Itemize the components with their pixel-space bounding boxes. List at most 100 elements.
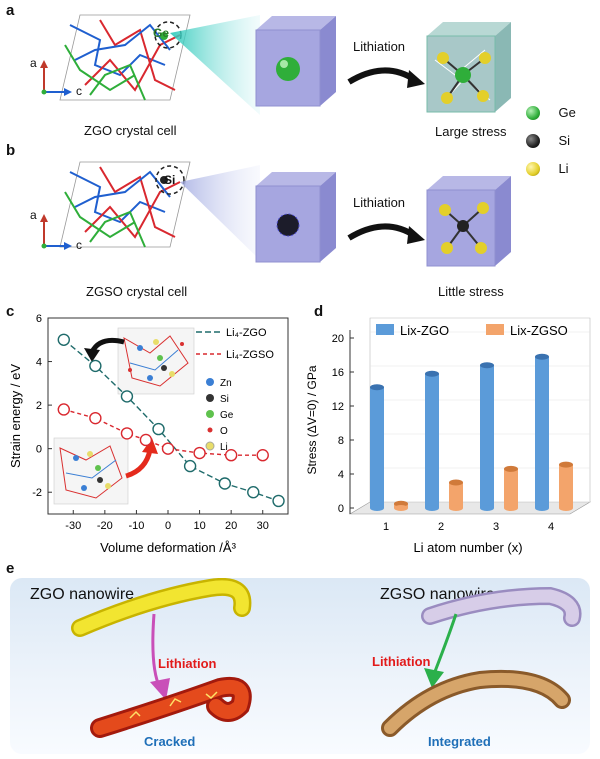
zgo-nanowire-title: ZGO nanowire bbox=[30, 586, 135, 603]
legend-swatch-lix-zgso bbox=[486, 324, 504, 335]
inset-structure-zgso bbox=[53, 437, 129, 505]
data-point-series-0 bbox=[183, 459, 197, 473]
lithiation-label-a: Lithiation bbox=[353, 39, 406, 54]
bar-series-0 bbox=[425, 373, 439, 508]
axis-a-label: a bbox=[30, 56, 37, 70]
y-tick-label: 20 bbox=[332, 333, 344, 345]
x-tick-label: -30 bbox=[65, 520, 81, 532]
inset-legend-li: Li bbox=[220, 442, 228, 453]
data-point-series-0 bbox=[89, 359, 102, 373]
x-tick-label: 30 bbox=[257, 520, 269, 532]
data-point-series-1 bbox=[57, 403, 70, 416]
data-point-series-0 bbox=[57, 333, 70, 346]
data-point-series-1 bbox=[120, 427, 134, 440]
zgso-crystal-caption: ZGSO crystal cell bbox=[86, 284, 188, 299]
pointer-arrow-zgso bbox=[125, 449, 153, 479]
legend-label-lix-zgso: Lix-ZGSO bbox=[510, 323, 568, 338]
legend-item-ge: Ge bbox=[526, 104, 576, 122]
legend-label-si: Si bbox=[558, 133, 571, 149]
chart-c-legend: Li₄-ZGO Li₄-ZGSO bbox=[196, 327, 274, 361]
x-tick-label: 20 bbox=[225, 520, 237, 532]
bar-series-0 bbox=[535, 356, 549, 508]
y-tick-label: 4 bbox=[338, 469, 344, 481]
zgso-lithiation-label: Lithiation bbox=[372, 654, 431, 669]
legend-item-si: Si bbox=[526, 132, 570, 150]
data-point-series-0 bbox=[152, 422, 165, 436]
nanowire-illustrations bbox=[71, 578, 582, 738]
legend-label-li: Li bbox=[558, 161, 569, 177]
zoom-beam-a bbox=[170, 15, 260, 115]
inset-legend-o: O bbox=[220, 426, 228, 437]
bar-series-1 bbox=[559, 464, 573, 508]
ge-atom-icon bbox=[526, 105, 540, 120]
li-atom-icon bbox=[526, 161, 540, 176]
inset-legend-si-dot bbox=[206, 394, 214, 402]
axis-c-label: c bbox=[76, 84, 82, 98]
bar-base-series-1 bbox=[504, 505, 518, 511]
inset-legend-zn-dot bbox=[206, 378, 214, 386]
series-line-0 bbox=[63, 339, 279, 502]
axes-icon-a bbox=[40, 60, 72, 96]
bar-series-0 bbox=[370, 387, 384, 508]
pointer-arrowhead-zgso bbox=[142, 438, 158, 454]
data-point-series-1 bbox=[256, 448, 269, 462]
bar-cap-series-1 bbox=[559, 461, 573, 468]
data-point-series-1 bbox=[224, 448, 238, 462]
lithiation-arrow-b bbox=[347, 223, 425, 244]
zgo-cube-before bbox=[255, 16, 336, 107]
bar-cap-series-0 bbox=[370, 384, 384, 391]
y-tick-label: 4 bbox=[36, 357, 42, 369]
x-tick-label: 10 bbox=[193, 520, 205, 532]
zoom-beam-b bbox=[180, 165, 260, 260]
y-tick-label: 16 bbox=[332, 367, 344, 379]
legend-ab: Ge Si Li bbox=[526, 104, 596, 184]
legend-label-lix-zgo: Lix-ZGO bbox=[400, 323, 449, 338]
bar-base-series-0 bbox=[425, 505, 439, 511]
chart-c-xlabel: Volume deformation /Å³ bbox=[100, 540, 237, 555]
bar-cap-series-0 bbox=[535, 353, 549, 360]
panel-b-label: b bbox=[6, 142, 16, 159]
result-label-b: Little stress bbox=[438, 284, 504, 299]
y-tick-label: 2 bbox=[36, 400, 42, 412]
legend-item-li: Li bbox=[526, 160, 569, 178]
chart-d-xlabel: Li atom number (x) bbox=[413, 540, 522, 555]
lithiation-label-b: Lithiation bbox=[353, 195, 406, 210]
bar-cap-series-1 bbox=[504, 465, 518, 472]
bar-base-series-1 bbox=[394, 505, 408, 511]
data-point-series-1 bbox=[193, 446, 206, 460]
lithiation-arrow-a bbox=[347, 67, 425, 88]
panel-a-label: a bbox=[6, 2, 15, 19]
y-tick-label: -2 bbox=[32, 487, 42, 499]
data-point-series-0 bbox=[218, 477, 232, 490]
data-point-series-1 bbox=[139, 433, 153, 447]
bar-series-1 bbox=[449, 482, 463, 508]
zgso-cube-after bbox=[426, 176, 511, 267]
legend-swatch-lix-zgo bbox=[376, 324, 394, 335]
inset-legend-si: Si bbox=[220, 394, 229, 405]
bar-cap-series-0 bbox=[425, 370, 439, 377]
strain-energy-chart: Zn Si Ge O Li Li₄-ZGO Li₄-ZGSO -30 -20 -10… bbox=[8, 313, 289, 555]
legend-label-li4-zgo: Li₄-ZGO bbox=[226, 327, 267, 339]
data-point-series-1 bbox=[89, 411, 102, 425]
bar-base-series-0 bbox=[370, 505, 384, 511]
bar-cap-series-1 bbox=[394, 500, 408, 507]
bar-series-0 bbox=[480, 365, 494, 508]
x-tick-label: 3 bbox=[493, 521, 499, 533]
bar-cap-series-1 bbox=[449, 479, 463, 486]
y-tick-label: 8 bbox=[338, 435, 344, 447]
zgo-lithiation-label: Lithiation bbox=[158, 656, 217, 671]
panel-c-label: c bbox=[6, 303, 15, 320]
si-atom-icon bbox=[526, 133, 540, 148]
bar-base-series-1 bbox=[559, 505, 573, 511]
bar-base-series-0 bbox=[480, 505, 494, 511]
cracked-label: Cracked bbox=[144, 734, 196, 749]
data-point-series-0 bbox=[120, 390, 134, 403]
inset-legend-ge: Ge bbox=[220, 410, 234, 421]
panel-d-label: d bbox=[314, 303, 324, 320]
inset-legend-o-dot bbox=[207, 427, 213, 433]
inset-legend-ge-dot bbox=[206, 410, 214, 418]
x-tick-label: -10 bbox=[128, 520, 144, 532]
y-tick-label: 12 bbox=[332, 401, 344, 413]
x-tick-label: 2 bbox=[438, 521, 444, 533]
